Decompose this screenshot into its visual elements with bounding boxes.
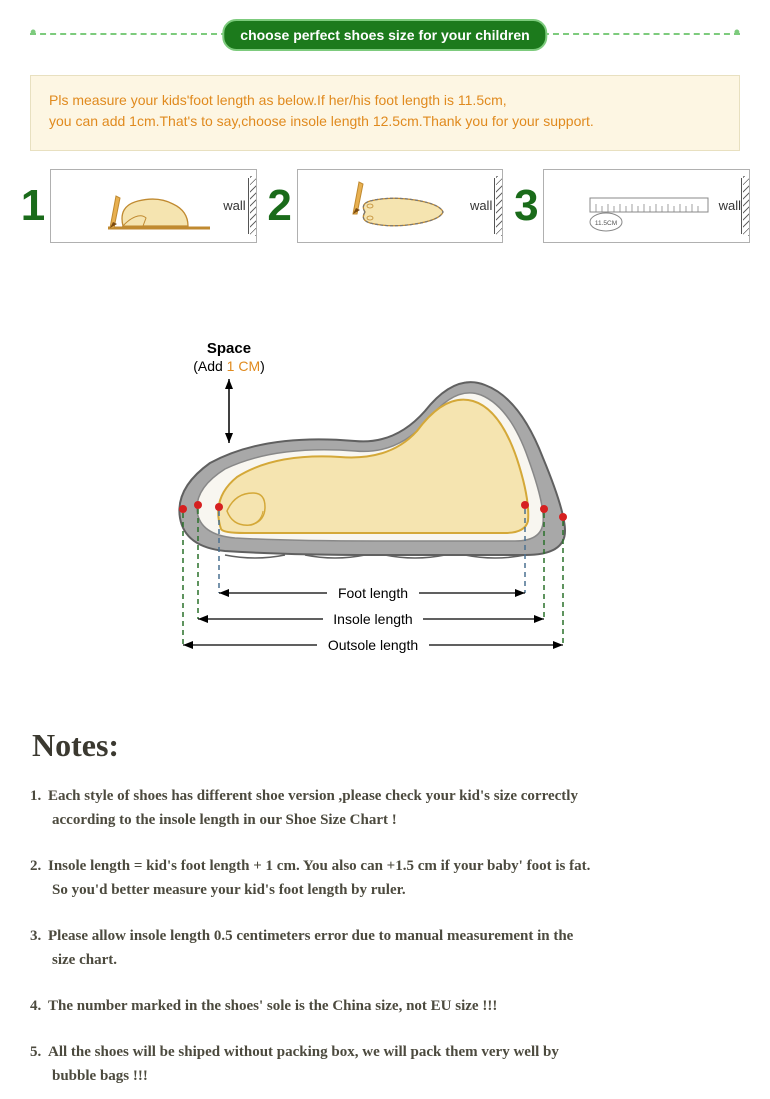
instruction-line2: you can add 1cm.That's to say,choose ins… — [49, 111, 721, 132]
step-3-box: 11.5CM wall — [543, 169, 750, 243]
wall-label: wall — [719, 198, 741, 213]
note-text: The number marked in the shoes' sole is … — [48, 998, 497, 1014]
step-1-illustration — [88, 176, 218, 236]
shoe-diagram-svg: Space (Add 1 CM) — [125, 293, 645, 693]
note-item: 4.The number marked in the shoes' sole i… — [30, 994, 730, 1018]
insole-length-label: Insole length — [333, 611, 412, 627]
step-number: 1 — [20, 181, 46, 231]
outsole-length-label: Outsole length — [328, 637, 418, 653]
instruction-line1: Pls measure your kids'foot length as bel… — [49, 90, 721, 111]
note-num: 1. — [30, 784, 48, 808]
step-2-illustration — [335, 176, 465, 236]
note-cont: size chart. — [52, 948, 730, 972]
measurement-badge: 11.5CM — [595, 220, 617, 227]
step-1-box: wall — [50, 169, 257, 243]
header-badge: choose perfect shoes size for your child… — [222, 19, 547, 51]
wall-hatch — [743, 176, 749, 236]
step-1: 1 wall — [20, 169, 257, 243]
wall-hatch — [496, 176, 502, 236]
step-2-box: wall — [297, 169, 504, 243]
note-item: 2.Insole length = kid's foot length + 1 … — [30, 854, 730, 902]
note-cont: So you'd better measure your kid's foot … — [52, 878, 730, 902]
note-num: 5. — [30, 1040, 48, 1064]
foot-length-label: Foot length — [338, 585, 408, 601]
step-number: 3 — [513, 181, 539, 231]
note-text: Please allow insole length 0.5 centimete… — [48, 928, 573, 944]
note-cont: bubble bags !!! — [52, 1064, 730, 1088]
note-cont: according to the insole length in our Sh… — [52, 808, 730, 832]
header-row: choose perfect shoes size for your child… — [0, 15, 770, 65]
note-num: 3. — [30, 924, 48, 948]
notes-title: Notes: — [32, 727, 770, 764]
step-3: 3 11.5CM wall — [513, 169, 750, 243]
step-3-illustration: 11.5CM — [572, 176, 722, 236]
note-text: Each style of shoes has different shoe v… — [48, 788, 578, 804]
step-2: 2 wall — [267, 169, 504, 243]
note-item: 1.Each style of shoes has different shoe… — [30, 784, 730, 832]
note-text: All the shoes will be shiped without pac… — [48, 1044, 559, 1060]
instruction-box: Pls measure your kids'foot length as bel… — [30, 75, 740, 151]
wall-label: wall — [470, 198, 492, 213]
note-num: 2. — [30, 854, 48, 878]
note-text: Insole length = kid's foot length + 1 cm… — [48, 858, 590, 874]
wall-hatch — [250, 176, 256, 236]
note-num: 4. — [30, 994, 48, 1018]
wall-label: wall — [223, 198, 245, 213]
shoe-diagram: Space (Add 1 CM) — [0, 293, 770, 693]
steps-row: 1 wall 2 wall — [20, 169, 750, 243]
notes-list: 1.Each style of shoes has different shoe… — [30, 784, 730, 1088]
space-label-sub: (Add 1 CM) — [193, 358, 265, 374]
step-number: 2 — [267, 181, 293, 231]
space-label-bold: Space — [207, 340, 251, 357]
note-item: 3.Please allow insole length 0.5 centime… — [30, 924, 730, 972]
note-item: 5.All the shoes will be shiped without p… — [30, 1040, 730, 1088]
